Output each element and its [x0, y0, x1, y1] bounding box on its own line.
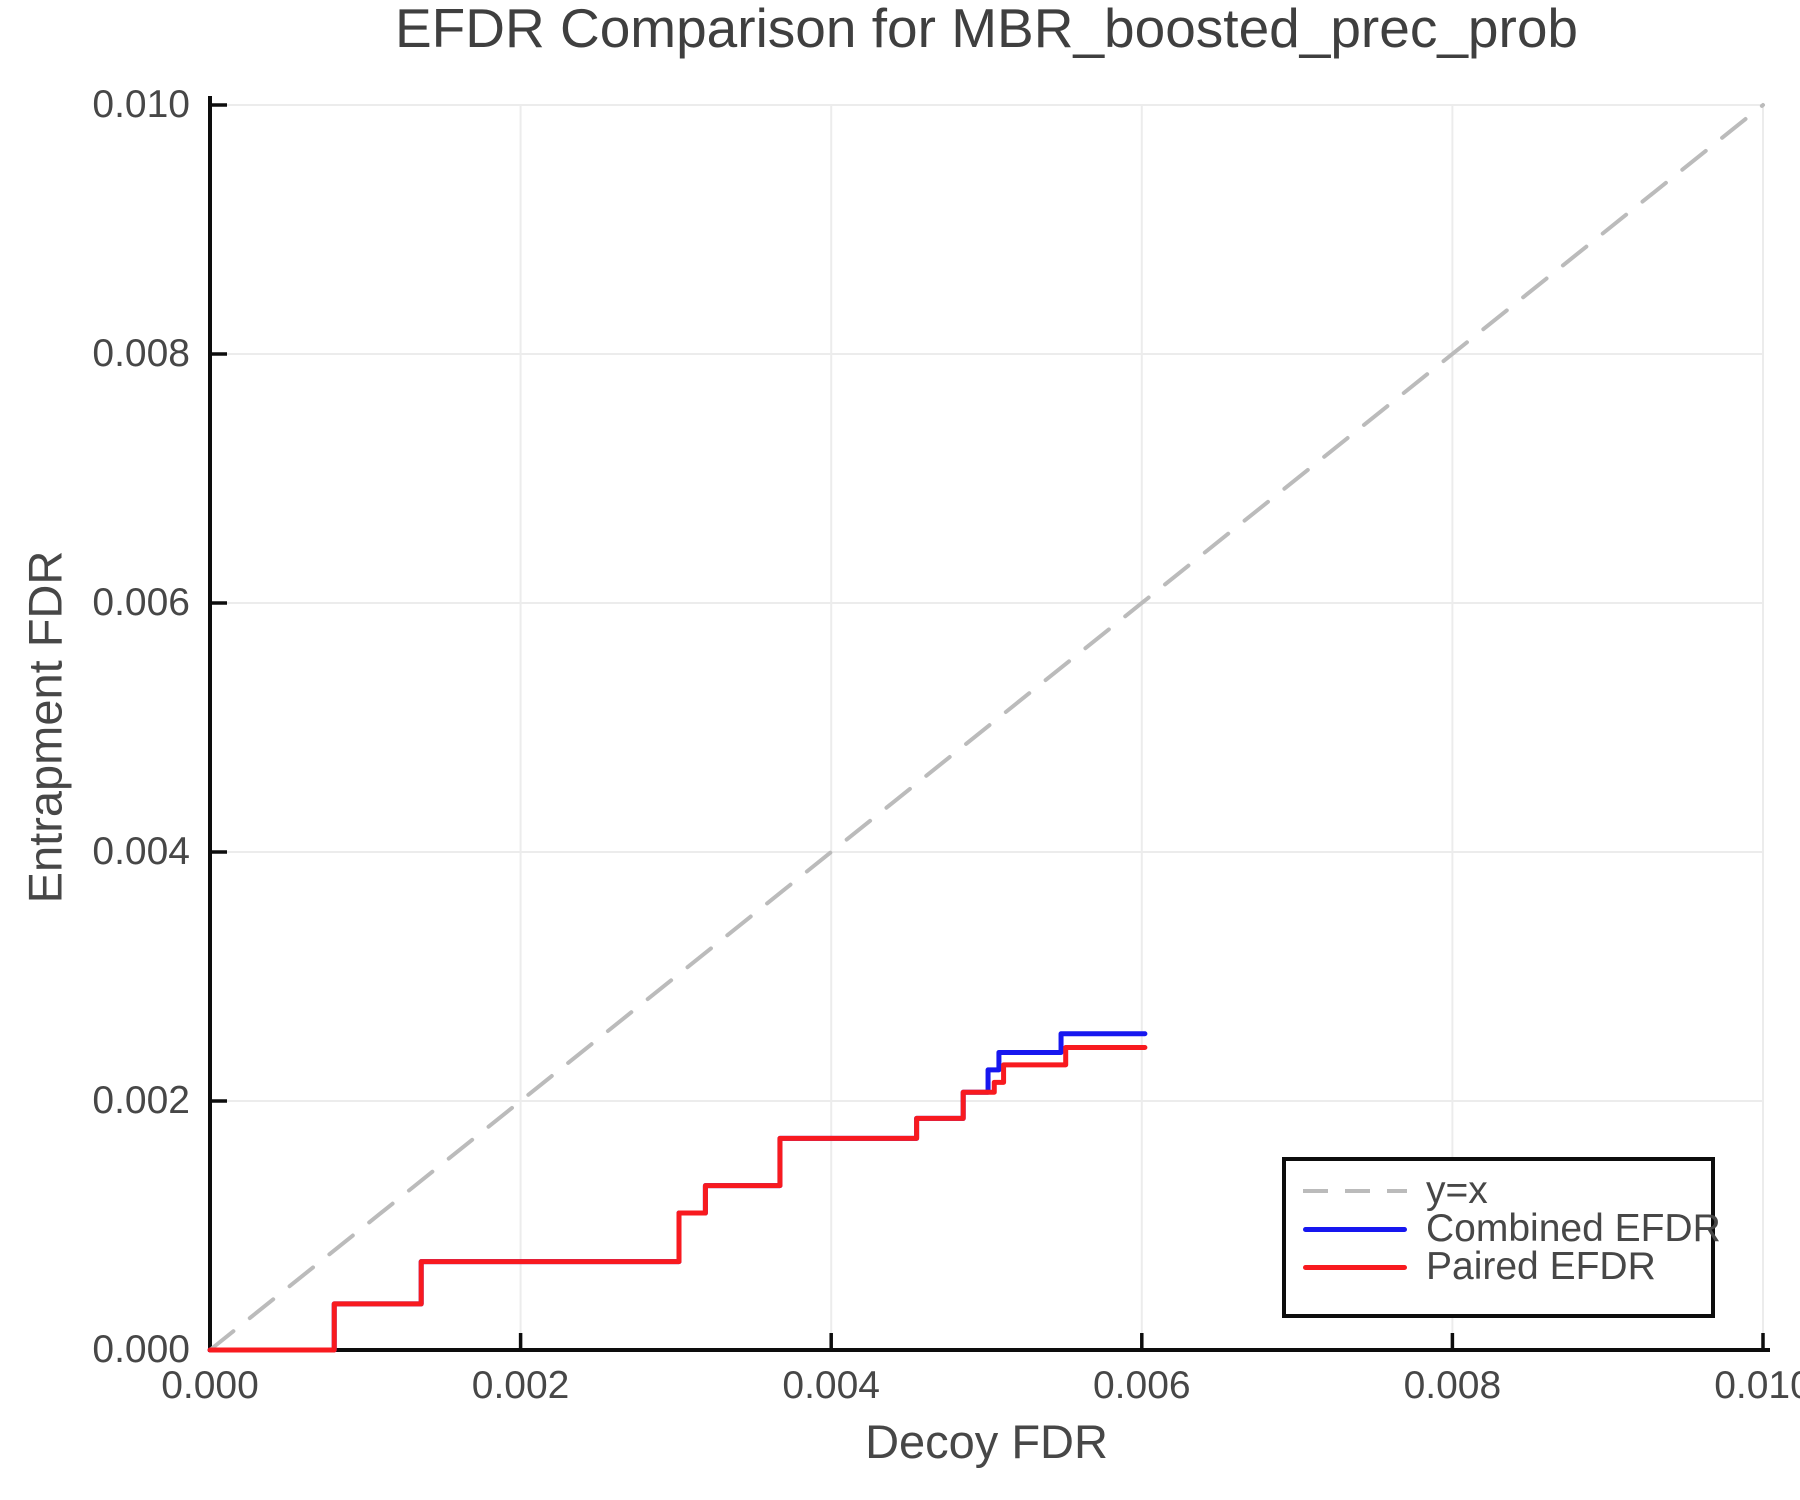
x-tick-label: 0.008 [1403, 1364, 1502, 1407]
series-y-x [208, 103, 1765, 1352]
x-tick-label: 0.004 [782, 1364, 880, 1407]
y-tick-label: 0.002 [92, 1079, 190, 1122]
legend-item-paired-efdr: Paired EFDR [1303, 1245, 1711, 1288]
red-line-sample [1303, 1264, 1407, 1270]
legend-label: Paired EFDR [1426, 1245, 1656, 1288]
chart-title: EFDR Comparison for MBR_boosted_prec_pro… [394, 0, 1579, 59]
y-tick-label: 0.010 [92, 83, 190, 126]
legend-label: Combined EFDR [1426, 1207, 1721, 1250]
blue-line-sample [1303, 1226, 1407, 1232]
legend-label: y=x [1426, 1169, 1488, 1212]
dashed-line-sample [1303, 1189, 1407, 1193]
y-tick-label: 0.004 [92, 830, 190, 873]
legend-item-yx: y=x [1303, 1169, 1711, 1212]
y-tick-label: 0.000 [92, 1328, 190, 1371]
x-axis-label: Decoy FDR [865, 1415, 1108, 1468]
y-tick-label: 0.006 [92, 581, 190, 624]
x-tick-label: 0.000 [161, 1364, 259, 1407]
legend: y=x Combined EFDR Paired EFDR [1282, 1157, 1721, 1318]
legend-item-combined-efdr: Combined EFDR [1303, 1209, 1721, 1248]
x-tick-label: 0.010 [1714, 1364, 1800, 1407]
y-tick-label: 0.008 [92, 332, 190, 375]
x-tick-label: 0.006 [1092, 1364, 1191, 1407]
series-paired-efdr [207, 1044, 1148, 1353]
x-tick-label: 0.002 [471, 1364, 570, 1407]
